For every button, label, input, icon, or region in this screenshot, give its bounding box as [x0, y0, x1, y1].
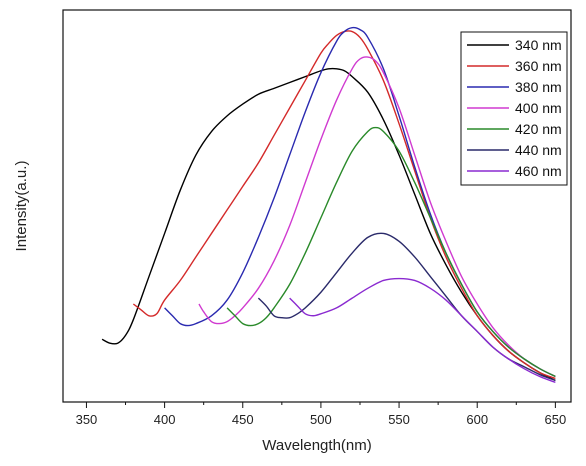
- x-tick-label: 500: [310, 412, 332, 427]
- legend-label: 360 nm: [515, 58, 562, 74]
- x-tick-label: 350: [76, 412, 98, 427]
- legend-label: 400 nm: [515, 100, 562, 116]
- y-axis-label: Intensity(a.u.): [13, 161, 30, 252]
- x-tick-label: 550: [388, 412, 410, 427]
- x-tick-label: 450: [232, 412, 254, 427]
- x-axis: 350 400 450 500 550 600 650: [76, 402, 567, 427]
- series-line-340-nm: [101, 67, 556, 382]
- x-tick-label: 400: [154, 412, 176, 427]
- legend-label: 440 nm: [515, 142, 562, 158]
- x-tick-label: 650: [545, 412, 567, 427]
- legend: 340 nm 360 nm 380 nm 400 nm 420 nm 440 nm 460 …: [460, 31, 568, 186]
- series-line-460-nm: [289, 277, 556, 384]
- series-line-440-nm: [257, 232, 556, 382]
- series-line-400-nm: [198, 56, 556, 378]
- series-line-420-nm: [226, 126, 556, 378]
- x-axis-label: Wavelength(nm): [262, 437, 371, 454]
- series-line-360-nm: [132, 30, 556, 380]
- legend-label: 380 nm: [515, 79, 562, 95]
- legend-label: 460 nm: [515, 163, 562, 179]
- plot-frame: [62, 9, 572, 403]
- legend-label: 340 nm: [515, 37, 562, 53]
- legend-label: 420 nm: [515, 121, 562, 137]
- x-tick-label: 600: [466, 412, 488, 427]
- series-layer: [101, 26, 556, 384]
